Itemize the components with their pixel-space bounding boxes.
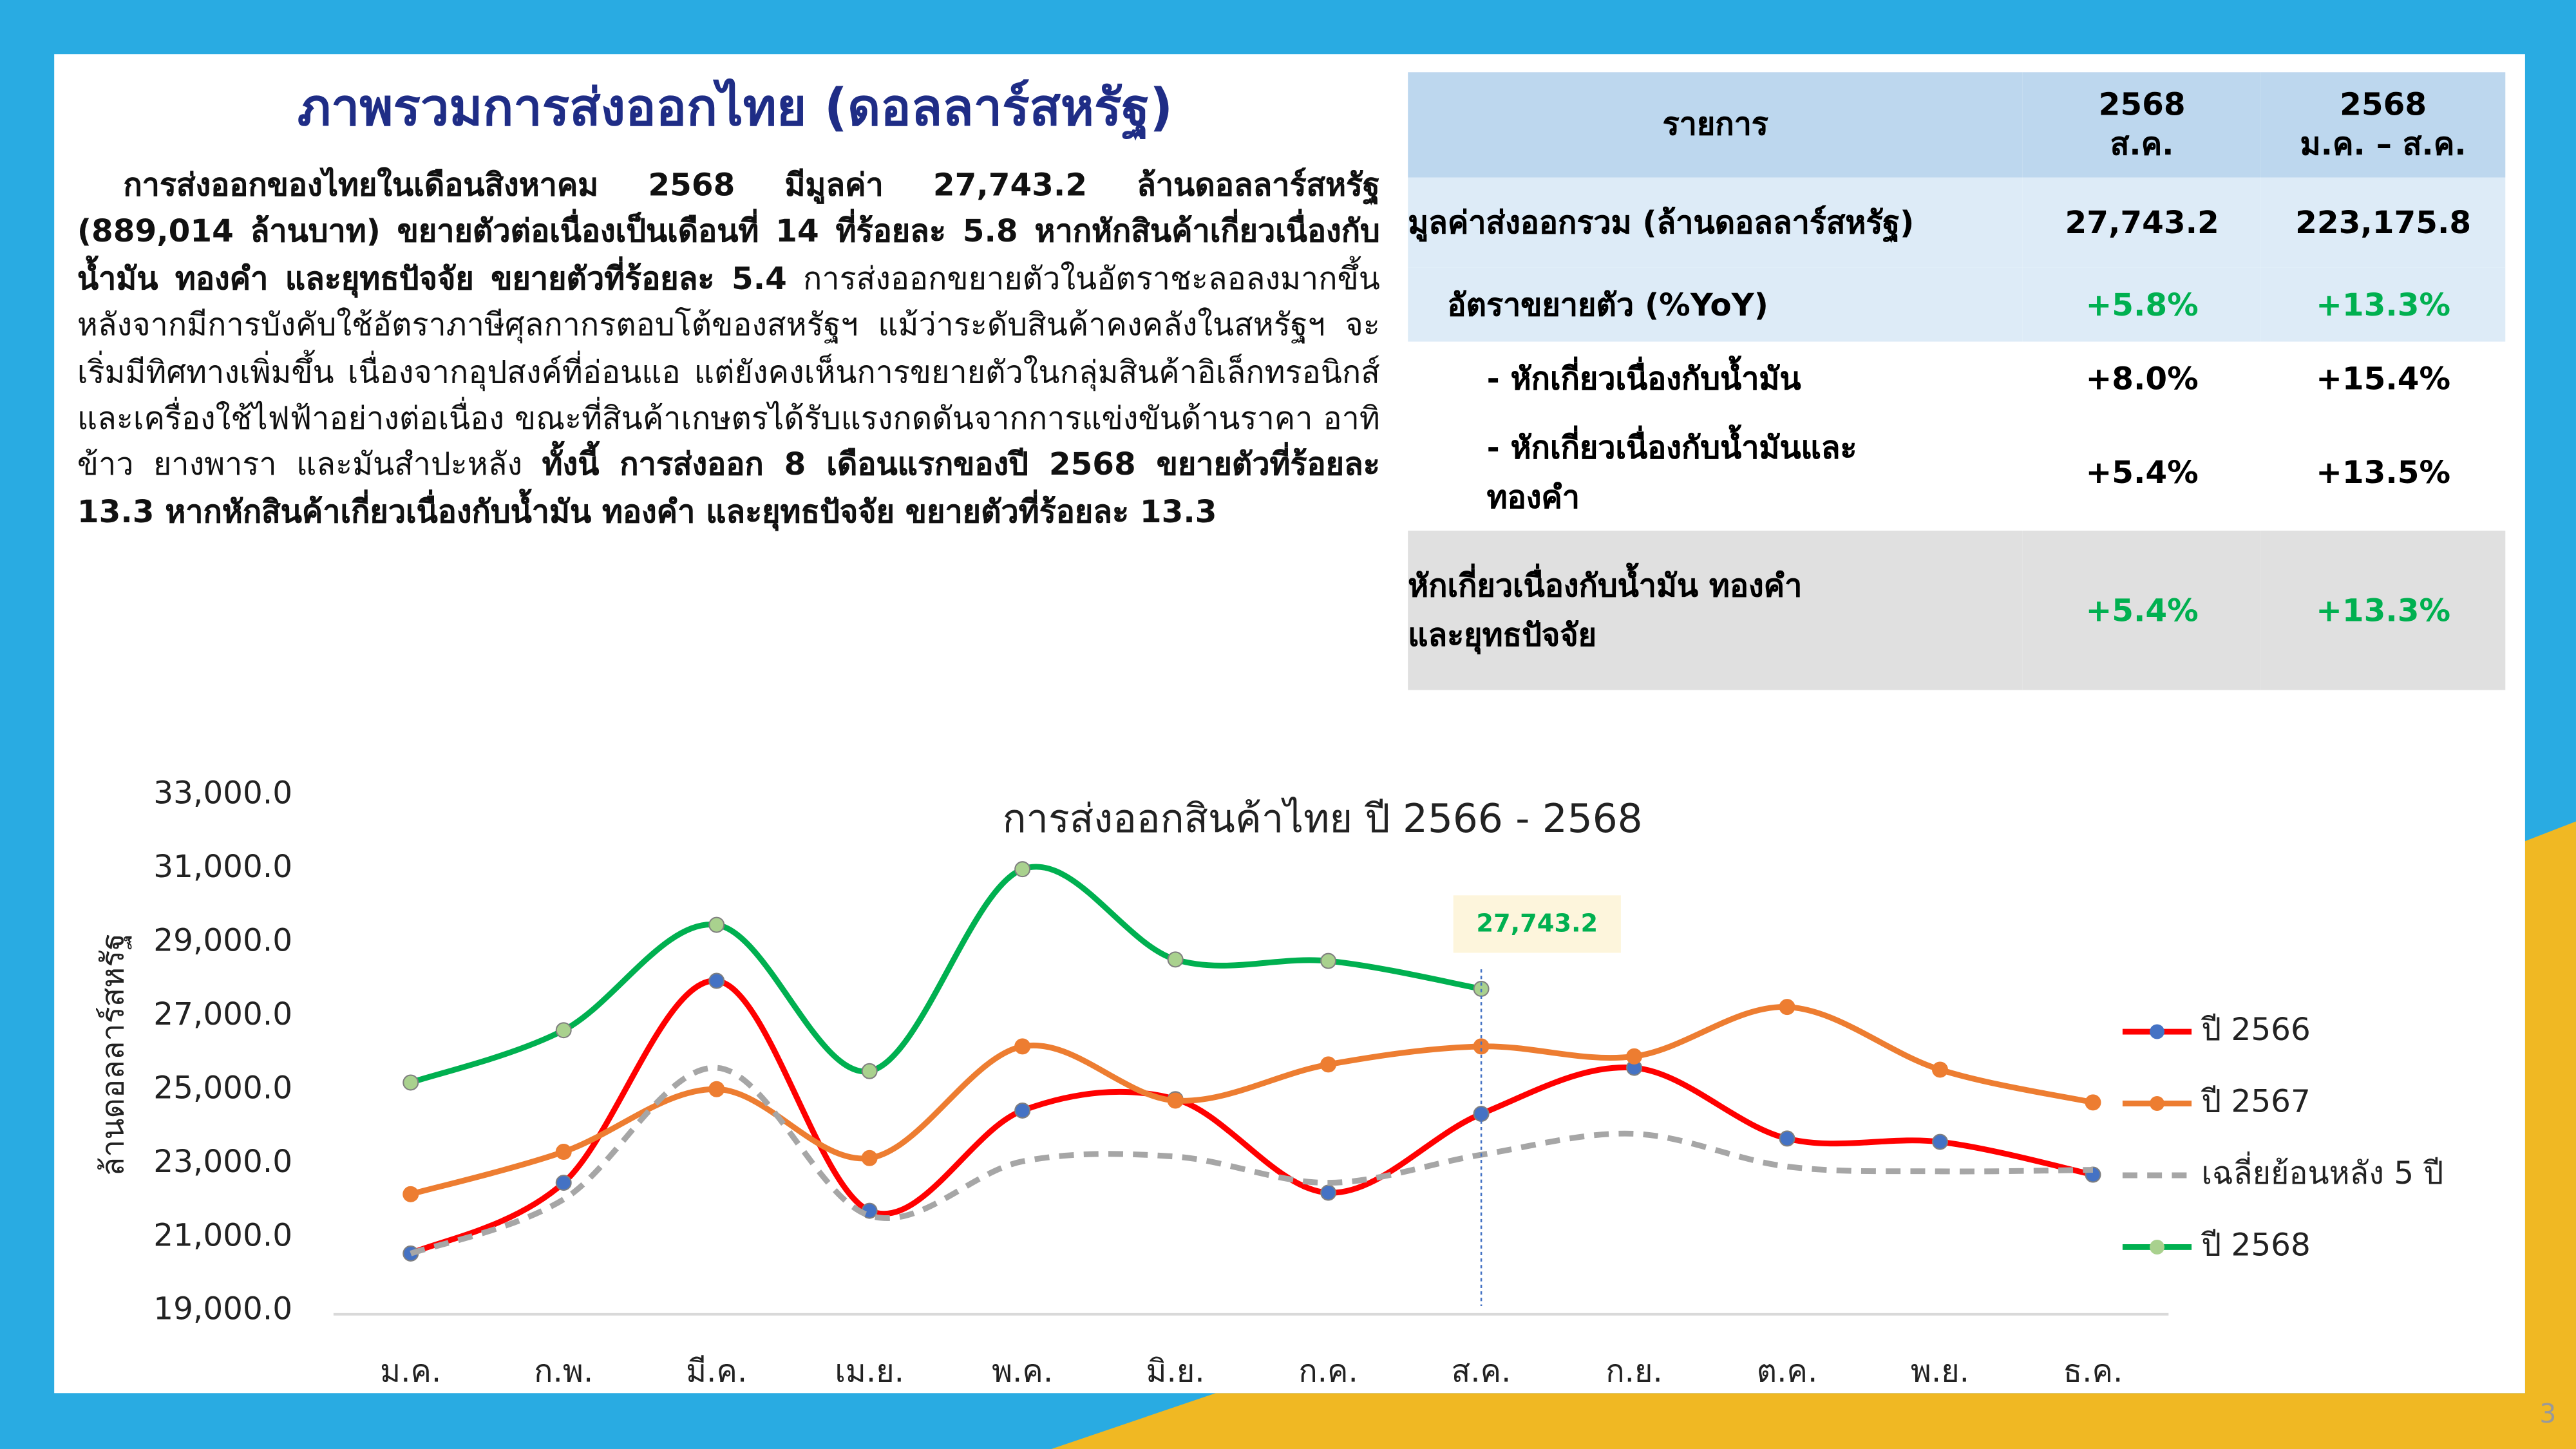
y-tick-label: 33,000.0: [153, 775, 292, 811]
data-point: [555, 1144, 572, 1160]
data-point: [1014, 861, 1031, 878]
x-tick-label: ต.ค.: [1757, 1354, 1818, 1390]
x-tick-label: เม.ย.: [835, 1354, 904, 1390]
header-cell: 2568 ส.ค.: [2098, 87, 2186, 163]
table-cell: - หักเกี่ยวเนื่องกับน้ำมัน: [1486, 360, 1801, 397]
table-cell: หักเกี่ยวเนื่องกับน้ำมัน ทองคำ และยุทธปั…: [1408, 567, 1803, 654]
x-tick-label: พ.ย.: [1911, 1354, 1969, 1390]
x-tick-label: มี.ค.: [686, 1354, 747, 1390]
table-cell: +8.0%: [2085, 360, 2199, 397]
table-row: - หักเกี่ยวเนื่องกับน้ำมันและ ทองคำ +5.4%…: [1408, 415, 2506, 531]
legend-label: เฉลี่ยย้อนหลัง 5 ปี: [2201, 1151, 2443, 1191]
data-point: [1931, 1061, 1948, 1078]
y-axis-label: ล้านดอลลาร์สหรัฐ: [95, 933, 132, 1176]
paragraph: การส่งออกของไทยในเดือนสิงหาคม 2568 มีมูล…: [77, 163, 1380, 536]
chart-title: การส่งออกสินค้าไทย ปี 2566 - 2568: [1002, 796, 1642, 842]
x-tick-label: ส.ค.: [1452, 1354, 1511, 1390]
x-tick-label: ธ.ค.: [2063, 1354, 2123, 1390]
y-tick-label: 19,000.0: [153, 1291, 292, 1327]
data-point: [861, 1150, 878, 1166]
y-tick-label: 29,000.0: [153, 923, 292, 959]
label-box: [1453, 895, 1621, 953]
y-tick-label: 21,000.0: [153, 1217, 292, 1253]
table-cell: 223,175.8: [2295, 204, 2472, 241]
data-point: [1167, 951, 1184, 968]
data-point: [1473, 1038, 1490, 1055]
text-run: การส่งออกขยายตัวในอัตราชะลอลงมากขึ้น หลั…: [77, 261, 1380, 484]
x-tick-label: พ.ค.: [992, 1354, 1053, 1390]
data-point: [861, 1063, 878, 1079]
table-cell: +13.3%: [2316, 592, 2451, 629]
legend-marker: [2149, 1096, 2164, 1111]
table-cell: +5.4%: [2085, 592, 2199, 629]
table-cell: +15.4%: [2316, 360, 2451, 397]
data-point: [1931, 1133, 1948, 1150]
data-point: [1320, 1184, 1337, 1201]
data-point: [555, 1175, 572, 1191]
data-point: [1320, 952, 1337, 969]
table-cell: +5.8%: [2085, 287, 2199, 323]
data-point: [402, 1074, 419, 1091]
legend-marker: [2149, 1024, 2164, 1039]
series-line: [410, 864, 1482, 1086]
data-point: [1167, 1092, 1184, 1109]
slide-title: ภาพรวมการส่งออกไทย (ดอลลาร์สหรัฐ): [297, 79, 1173, 138]
table-row: มูลค่าส่งออกรวม (ล้านดอลลาร์สหรัฐ) 27,743…: [1408, 177, 2506, 268]
data-point: [1014, 1102, 1031, 1119]
legend-label: ปี 2567: [2201, 1084, 2310, 1120]
legend-label: ปี 2566: [2201, 1012, 2310, 1048]
table-row: - หักเกี่ยวเนื่องกับน้ำมัน +8.0% +15.4%: [1408, 341, 2506, 416]
header-cell: รายการ: [1662, 106, 1768, 143]
accent: [2524, 821, 2576, 1449]
data-point: [1779, 1130, 1795, 1147]
table-cell: 27,743.2: [2065, 204, 2219, 241]
y-tick-label: 27,000.0: [153, 996, 292, 1032]
legend-label: ปี 2568: [2201, 1227, 2310, 1263]
table-row: อัตราขยายตัว (%YoY) +5.8% +13.3%: [1408, 267, 2506, 342]
y-tick-label: 25,000.0: [153, 1070, 292, 1106]
card: [54, 54, 2525, 1394]
data-point: [708, 1081, 725, 1097]
accent: [1051, 1393, 2576, 1449]
data-point: [402, 1186, 419, 1202]
table-row: หักเกี่ยวเนื่องกับน้ำมัน ทองคำ และยุทธปั…: [1408, 530, 2506, 690]
y-tick-label: 31,000.0: [153, 849, 292, 885]
data-point: [708, 972, 725, 989]
header-cell: 2568 ม.ค. – ส.ค.: [2300, 87, 2467, 163]
data-point: [1014, 1038, 1031, 1055]
table-cell: +5.4%: [2085, 455, 2199, 491]
data-point: [1779, 999, 1795, 1016]
data-label: 27,743.2: [1476, 909, 1598, 938]
data-point: [2085, 1094, 2101, 1111]
y-tick-label: 23,000.0: [153, 1144, 292, 1180]
table-cell: - หักเกี่ยวเนื่องกับน้ำมันและ ทองคำ: [1486, 430, 1857, 516]
x-tick-label: ก.ย.: [1605, 1354, 1663, 1390]
page-number: 3: [2539, 1397, 2557, 1430]
data-point: [708, 916, 725, 933]
data-point: [1626, 1048, 1643, 1065]
table-cell: +13.3%: [2316, 287, 2451, 323]
x-tick-label: ม.ค.: [380, 1354, 441, 1390]
table-cell: อัตราขยายตัว (%YoY): [1447, 287, 1768, 323]
text-run: ทั้งนี้ การส่งออก 8 เดือนแรกของปี 2568 ข…: [77, 447, 1380, 531]
legend-marker: [2149, 1239, 2164, 1255]
x-tick-label: มิ.ย.: [1146, 1354, 1205, 1390]
summary-table: รายการ 2568 ส.ค. 2568 ม.ค. – ส.ค. มูลค่าส่ง…: [1408, 72, 2506, 690]
header-row: รายการ 2568 ส.ค. 2568 ม.ค. – ส.ค.: [1408, 72, 2506, 178]
series-line: [410, 1065, 2094, 1256]
series-line: [410, 1004, 2094, 1197]
x-tick-label: ก.ค.: [1298, 1354, 1358, 1390]
data-point: [1320, 1056, 1337, 1073]
table-cell: +13.5%: [2316, 455, 2451, 491]
x-tick-label: ก.พ.: [534, 1354, 593, 1390]
data-point: [555, 1022, 572, 1039]
table-cell: มูลค่าส่งออกรวม (ล้านดอลลาร์สหรัฐ): [1408, 204, 1915, 241]
text-run: การส่งออกของไทยในเดือนสิงหาคม 2568 มีมูล…: [77, 167, 1380, 298]
